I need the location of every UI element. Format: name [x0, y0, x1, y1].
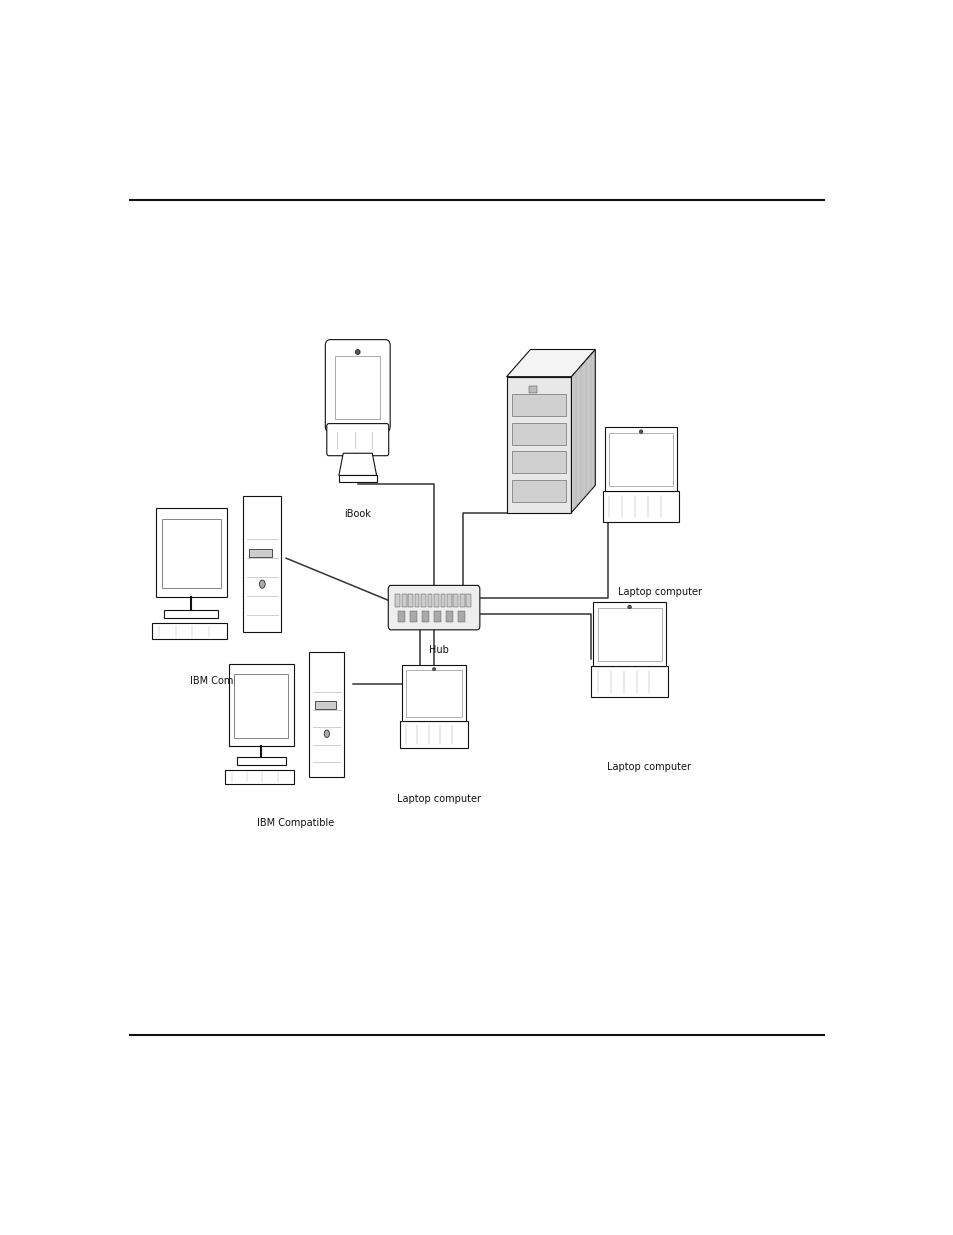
Polygon shape: [338, 453, 376, 475]
Bar: [602, 492, 679, 522]
Bar: [609, 433, 672, 485]
Ellipse shape: [627, 605, 631, 609]
FancyBboxPatch shape: [327, 424, 388, 456]
FancyBboxPatch shape: [388, 585, 479, 630]
Bar: [511, 480, 566, 501]
Bar: [457, 611, 464, 622]
Ellipse shape: [639, 430, 642, 433]
Polygon shape: [506, 350, 595, 377]
Text: Laptop computer: Laptop computer: [606, 762, 690, 772]
Bar: [152, 624, 227, 640]
Bar: [434, 611, 440, 622]
Bar: [434, 594, 438, 606]
Bar: [598, 609, 660, 661]
Bar: [406, 671, 461, 716]
Bar: [511, 452, 566, 473]
Bar: [309, 652, 344, 778]
Text: IBM Compatible: IBM Compatible: [257, 818, 334, 827]
Bar: [243, 495, 281, 632]
Ellipse shape: [355, 350, 359, 354]
Bar: [440, 594, 445, 606]
Polygon shape: [571, 350, 595, 513]
Bar: [234, 674, 288, 737]
Bar: [400, 721, 467, 748]
Bar: [466, 594, 471, 606]
Bar: [591, 667, 667, 697]
Bar: [446, 594, 451, 606]
Bar: [421, 594, 425, 606]
Bar: [506, 377, 571, 513]
Bar: [229, 664, 294, 746]
Bar: [415, 594, 419, 606]
Text: IBM Compatible: IBM Compatible: [191, 676, 267, 685]
Bar: [408, 594, 413, 606]
Ellipse shape: [324, 730, 329, 737]
Text: Laptop computer: Laptop computer: [618, 587, 701, 597]
Bar: [401, 594, 406, 606]
Bar: [155, 509, 227, 598]
Bar: [402, 664, 465, 721]
Bar: [446, 611, 453, 622]
Bar: [395, 594, 399, 606]
Bar: [236, 757, 286, 766]
Bar: [453, 594, 457, 606]
Bar: [529, 387, 537, 393]
Bar: [511, 422, 566, 445]
Bar: [593, 603, 665, 667]
FancyBboxPatch shape: [325, 340, 390, 432]
Bar: [338, 475, 376, 482]
Bar: [314, 701, 335, 709]
Text: Laptop computer: Laptop computer: [396, 794, 480, 804]
Bar: [249, 548, 272, 557]
Bar: [427, 594, 432, 606]
Ellipse shape: [432, 667, 436, 671]
Text: Hub: Hub: [429, 645, 448, 655]
Bar: [511, 394, 566, 416]
Bar: [604, 426, 677, 490]
Bar: [421, 611, 429, 622]
Bar: [410, 611, 416, 622]
Bar: [459, 594, 464, 606]
Bar: [225, 769, 294, 784]
Bar: [397, 611, 404, 622]
Text: iBook: iBook: [344, 509, 371, 519]
Bar: [335, 356, 380, 419]
Bar: [162, 519, 220, 588]
Bar: [164, 610, 218, 619]
Ellipse shape: [259, 580, 265, 588]
